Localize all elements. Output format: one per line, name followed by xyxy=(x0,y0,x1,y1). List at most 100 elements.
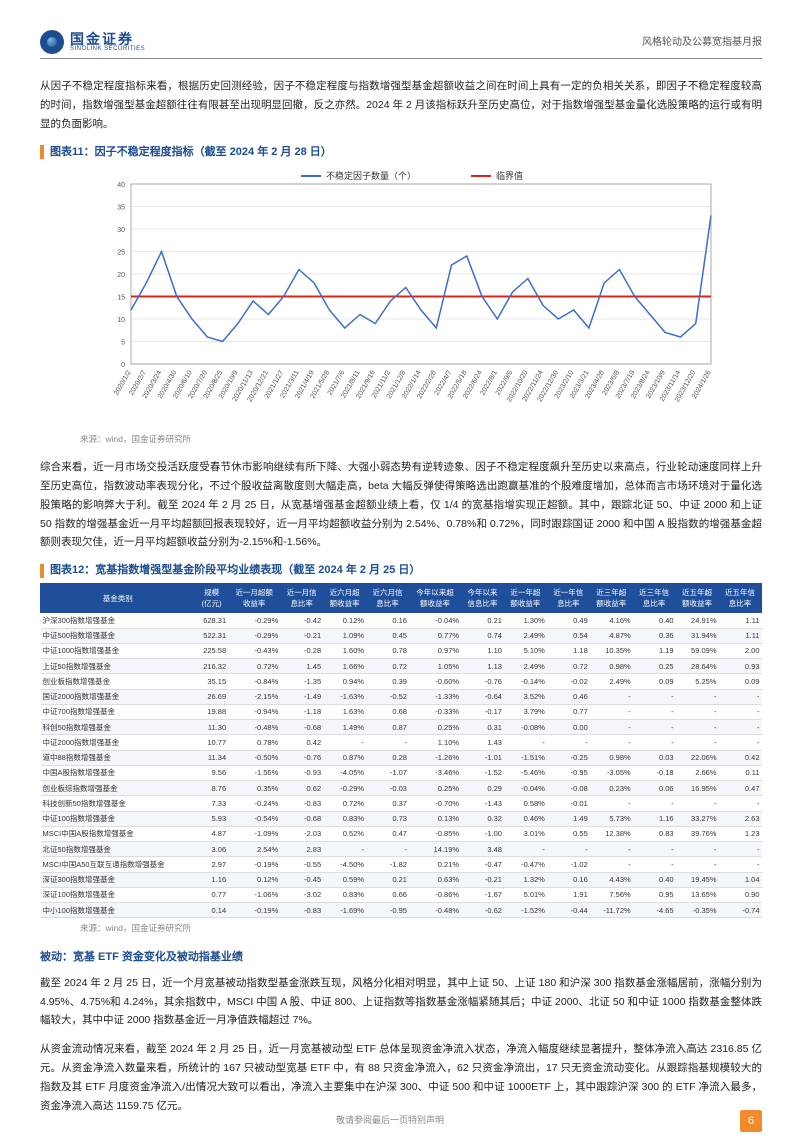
table-cell: 1.16 xyxy=(195,872,228,887)
table-cell: 0.95 xyxy=(633,887,676,902)
table-header: 近三年超额收益率 xyxy=(590,583,633,613)
svg-text:不稳定因子数量（个）: 不稳定因子数量（个） xyxy=(326,170,416,181)
table-cell: -0.68 xyxy=(280,811,323,826)
table-cell: -0.85% xyxy=(409,826,461,841)
table-cell: - xyxy=(590,796,633,811)
table-cell: 中证100指数增强基金 xyxy=(41,811,196,826)
table-cell: -1.33% xyxy=(409,689,461,704)
chart11-title-bar: 图表11：因子不稳定程度指标（截至 2024 年 2 月 28 日） xyxy=(40,144,762,161)
table-cell: -0.19% xyxy=(228,857,280,872)
svg-text:35: 35 xyxy=(117,205,125,212)
table-cell: -1.56% xyxy=(228,765,280,780)
table-cell: 0.90 xyxy=(718,887,761,902)
table-cell: 0.74 xyxy=(461,628,504,643)
table-cell: 0.28 xyxy=(366,750,409,765)
table-cell: - xyxy=(676,796,719,811)
table-cell: - xyxy=(718,857,761,872)
table-row: 道中88指数增强基金11.34-0.50%-0.760.87%0.28-1.26… xyxy=(41,750,762,765)
table-cell: 0.46 xyxy=(547,689,590,704)
table-cell: 0.31 xyxy=(461,720,504,735)
table-cell: 0.87% xyxy=(323,750,366,765)
table-cell: 2.54% xyxy=(228,842,280,857)
table-cell: 12.38% xyxy=(590,826,633,841)
table-cell: -0.45 xyxy=(280,872,323,887)
table-cell: 0.78 xyxy=(366,643,409,658)
table-cell: 8.76 xyxy=(195,781,228,796)
table-header: 规模(亿元) xyxy=(195,583,228,613)
table-cell: -0.52 xyxy=(366,689,409,704)
table-cell: 33.27% xyxy=(676,811,719,826)
table-cell: - xyxy=(718,704,761,719)
table-cell: -0.84% xyxy=(228,674,280,689)
table-cell: - xyxy=(504,735,547,750)
table-cell: 2.63 xyxy=(718,811,761,826)
table-cell: -1.82 xyxy=(366,857,409,872)
table-cell: 5.93 xyxy=(195,811,228,826)
table-cell: -1.43 xyxy=(461,796,504,811)
table-cell: 0.83% xyxy=(323,887,366,902)
table-cell: -0.48% xyxy=(228,720,280,735)
table-cell: 0.63% xyxy=(409,872,461,887)
table-row: 深证100指数增强基金0.77-1.06%-3.020.83%0.66-0.86… xyxy=(41,887,762,902)
table-cell: 0.93 xyxy=(718,659,761,674)
table-cell: 0.23% xyxy=(590,781,633,796)
table-cell: 科技创新50指数增强基金 xyxy=(41,796,196,811)
table-cell: -0.14% xyxy=(504,674,547,689)
table-cell: - xyxy=(366,842,409,857)
chart11-title: 图表11：因子不稳定程度指标（截至 2024 年 2 月 28 日） xyxy=(50,144,332,161)
table-cell: -0.44 xyxy=(547,903,590,918)
table-cell: 1.60% xyxy=(323,643,366,658)
paragraph-4: 从资金流动情况来看，截至 2024 年 2 月 25 日，近一月宽基被动型 ET… xyxy=(40,1040,762,1116)
table-cell: -0.42 xyxy=(280,613,323,628)
table-cell: 59.09% xyxy=(676,643,719,658)
table-cell: 4.16% xyxy=(590,613,633,628)
table-cell: 0.37 xyxy=(366,796,409,811)
table-cell: 1.45 xyxy=(280,659,323,674)
table-cell: 11.34 xyxy=(195,750,228,765)
table-cell: 1.66% xyxy=(323,659,366,674)
table-cell: - xyxy=(590,704,633,719)
table-cell: 2.83 xyxy=(280,842,323,857)
table-cell: -0.86% xyxy=(409,887,461,902)
table-cell: 0.16 xyxy=(366,613,409,628)
table-cell: 4.43% xyxy=(590,872,633,887)
table-cell: 0.77 xyxy=(195,887,228,902)
table-cell: 19.88 xyxy=(195,704,228,719)
table-cell: -0.95 xyxy=(547,765,590,780)
table-cell: -0.28 xyxy=(280,643,323,658)
table-cell: -0.76 xyxy=(280,750,323,765)
table-cell: 0.72% xyxy=(228,659,280,674)
table-cell: - xyxy=(633,857,676,872)
table-cell: -0.55 xyxy=(280,857,323,872)
table-cell: 10.35% xyxy=(590,643,633,658)
table-cell: 2.97 xyxy=(195,857,228,872)
table-cell: 1.05% xyxy=(409,659,461,674)
table-cell: 10.77 xyxy=(195,735,228,750)
table-header: 近一月信息比率 xyxy=(280,583,323,613)
table-cell: 0.35% xyxy=(228,781,280,796)
table-cell: - xyxy=(676,720,719,735)
logo-cn: 国金证券 xyxy=(70,32,145,46)
table-cell: -1.26% xyxy=(409,750,461,765)
svg-text:10: 10 xyxy=(117,317,125,324)
table-header: 近五年信息比率 xyxy=(718,583,761,613)
table-cell: -0.94% xyxy=(228,704,280,719)
logo-block: 国金证券 SINOLINK SECURITIES xyxy=(40,30,145,54)
table-cell: 0.72 xyxy=(547,659,590,674)
table-cell: 1.63% xyxy=(323,704,366,719)
table-cell: -0.83 xyxy=(280,903,323,918)
table-row: 深证300指数增强基金1.160.12%-0.450.59%0.210.63%-… xyxy=(41,872,762,887)
table-cell: - xyxy=(590,720,633,735)
table-cell: 国证2000指数增强基金 xyxy=(41,689,196,704)
table-cell: -0.29% xyxy=(228,628,280,643)
table-cell: 1.10 xyxy=(461,643,504,658)
table-cell: -0.64 xyxy=(461,689,504,704)
table-cell: 0.45 xyxy=(366,628,409,643)
table-cell: 0.94% xyxy=(323,674,366,689)
table-header: 近一年超额收益率 xyxy=(504,583,547,613)
table-cell: 中国A股指数增强基金 xyxy=(41,765,196,780)
table-cell: -0.54% xyxy=(228,811,280,826)
svg-text:20: 20 xyxy=(117,272,125,279)
table-cell: -1.52% xyxy=(504,903,547,918)
table-cell: 7.56% xyxy=(590,887,633,902)
